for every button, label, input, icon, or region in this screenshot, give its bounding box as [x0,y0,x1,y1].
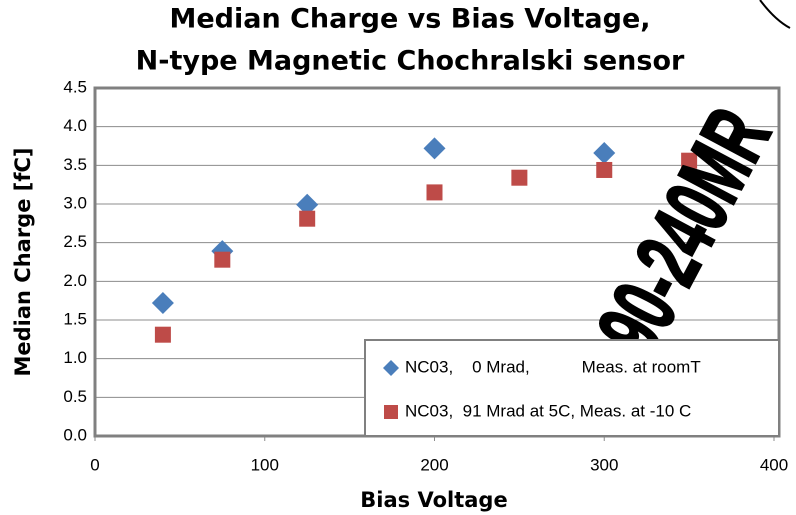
point [152,292,174,314]
point [427,184,443,200]
x-tick-label: 300 [590,455,618,474]
chart-subtitle: N-type Magnetic Chochralski sensor [136,46,685,77]
chart: Median Charge vs Bias Voltage, N-type Ma… [0,0,796,515]
x-tick-label: 400 [760,455,788,474]
point [596,162,612,178]
point [511,170,527,186]
point [299,211,315,227]
point [593,142,615,164]
y-tick-label: 0.5 [63,387,87,406]
y-tick-label: 2.0 [63,271,87,290]
legend-box [365,340,779,436]
x-tick-label: 200 [420,455,448,474]
chart-title: Median Charge vs Bias Voltage, [169,4,650,35]
y-tick-label: 2.5 [63,232,87,251]
x-axis-label: Bias Voltage [360,488,507,512]
point [214,252,230,268]
legend-label: NC03, 91 Mrad at 5C, Meas. at -10 C [405,401,691,420]
y-tick-label: 3.0 [63,193,87,212]
x-tick-label: 0 [90,455,99,474]
point [155,327,171,343]
y-tick-label: 4.0 [63,116,87,135]
y-axis-label: Median Charge [fC] [11,147,35,376]
annotation: 90-240MR [578,93,789,370]
legend-marker [384,405,398,419]
y-tick-label: 0.0 [63,425,87,444]
y-tick-label: 4.5 [63,77,87,96]
point [424,137,446,159]
legend-label: NC03, 0 Mrad, Meas. at roomT [405,357,701,376]
y-tick-label: 1.0 [63,348,87,367]
y-tick-label: 3.5 [63,155,87,174]
x-tick-label: 100 [251,455,279,474]
decoration [760,0,790,28]
y-tick-label: 1.5 [63,309,87,328]
